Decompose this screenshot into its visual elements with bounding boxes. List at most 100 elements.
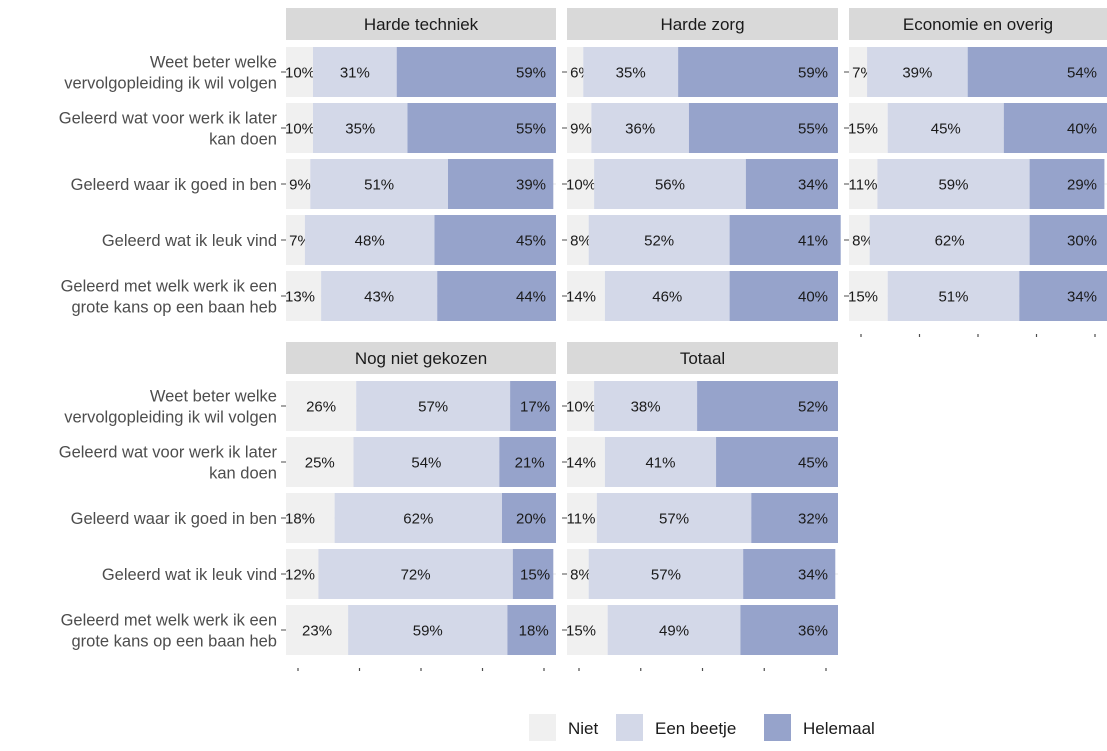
category-label-line: vervolgopleiding ik wil volgen [64, 75, 277, 93]
bar-segment [286, 47, 313, 97]
category-label-line: grote kans op een baan heb [71, 299, 277, 317]
data-label: 30% [1067, 233, 1097, 250]
bar-segment [321, 271, 438, 321]
bar-segment [286, 605, 349, 655]
bar-segment [356, 381, 511, 431]
category-label-line: Geleerd waar ik goed in ben [71, 176, 277, 194]
bar-segment [396, 47, 556, 97]
bar-segment [567, 103, 592, 153]
bar-segment [849, 103, 888, 153]
data-label: 38% [631, 399, 661, 416]
category-label: Weet beter welke vervolgopleiding ik wil … [64, 54, 277, 93]
category-label: Geleerd waar ik goed in ben [71, 510, 277, 528]
bar-segment [348, 605, 508, 655]
bar-segment [887, 103, 1004, 153]
legend-item: Een beetje [616, 714, 736, 741]
bar-segment [313, 47, 397, 97]
bar-segment [286, 437, 354, 487]
bar-segment [567, 549, 589, 599]
bar-segment [567, 493, 597, 543]
bar-segment [313, 103, 408, 153]
bar-segment [745, 159, 838, 209]
data-label: 39% [516, 177, 546, 194]
data-label: 9% [570, 121, 592, 138]
bar-segment [887, 271, 1020, 321]
panel-title: Economie en overig [903, 15, 1053, 34]
data-label: 51% [364, 177, 394, 194]
data-label: 45% [798, 455, 828, 472]
panel-strip [567, 8, 838, 40]
data-label: 17% [520, 399, 550, 416]
bar-segment [877, 159, 1030, 209]
category-label-line: Geleerd wat voor werk ik later [59, 444, 278, 462]
data-label: 26% [306, 399, 336, 416]
bar-segment [604, 271, 730, 321]
data-label: 55% [516, 121, 546, 138]
bar-segment [594, 381, 698, 431]
data-label: 14% [566, 455, 596, 472]
data-label: 18% [519, 623, 549, 640]
data-label: 8% [570, 233, 592, 250]
data-label: 52% [644, 233, 674, 250]
bar-segment [512, 549, 554, 599]
bar-segment [567, 215, 589, 265]
bar-segment [678, 47, 838, 97]
bar-segment [1029, 215, 1107, 265]
bar-segment [849, 159, 878, 209]
panel-title: Totaal [680, 349, 725, 368]
category-label: Geleerd met welk werk ik een grote kans o… [61, 278, 277, 317]
data-label: 9% [289, 177, 311, 194]
panel-4: Totaal 10% 38% 52% 14% 41% 45% 11% 57% 32% 8% 57% 34… [562, 342, 838, 671]
category-label: Geleerd wat voor werk ik later kan doen [59, 110, 278, 149]
bar-segment [596, 493, 752, 543]
data-label: 25% [305, 455, 335, 472]
data-label: 44% [516, 289, 546, 306]
data-label: 10% [566, 177, 596, 194]
data-label: 15% [566, 623, 596, 640]
bar-segment [310, 159, 448, 209]
bar-segment [588, 549, 744, 599]
data-label: 35% [345, 121, 375, 138]
data-label: 29% [1067, 177, 1097, 194]
data-label: 36% [798, 623, 828, 640]
data-label: 34% [798, 567, 828, 584]
legend-swatch [764, 714, 791, 741]
data-label: 51% [938, 289, 968, 306]
data-label: 43% [364, 289, 394, 306]
panel-0: Harde techniek 10% 31% 59% Weet beter welke v… [59, 8, 556, 321]
bar-segment [1029, 159, 1105, 209]
bar-segment [334, 493, 502, 543]
data-label: 18% [285, 511, 315, 528]
bar-segment [353, 437, 500, 487]
bar-segment [286, 215, 305, 265]
data-label: 20% [516, 511, 546, 528]
category-label-line: Geleerd wat voor werk ik later [59, 110, 278, 128]
data-label: 10% [566, 399, 596, 416]
bar-segment [448, 159, 554, 209]
bar-segment [869, 215, 1030, 265]
bar-segment [729, 215, 841, 265]
data-label: 59% [413, 623, 443, 640]
data-label: 41% [798, 233, 828, 250]
bar-segment [286, 549, 319, 599]
chart-panels: Harde techniek 10% 31% 59% Weet beter welke v… [59, 8, 1107, 671]
bar-segment [286, 159, 311, 209]
category-label: Geleerd wat voor werk ik later kan doen [59, 444, 278, 483]
bar-segment [437, 271, 556, 321]
legend-swatch [616, 714, 643, 741]
bar-segment [567, 381, 595, 431]
bar-segment [697, 381, 838, 431]
data-label: 36% [625, 121, 655, 138]
category-label: Geleerd wat ik leuk vind [102, 232, 277, 250]
data-label: 45% [931, 121, 961, 138]
bar-segment [286, 381, 357, 431]
bar-segment [567, 605, 608, 655]
bar-segment [286, 103, 313, 153]
data-label: 57% [651, 567, 681, 584]
data-label: 23% [302, 623, 332, 640]
bar-segment [751, 493, 838, 543]
data-label: 72% [401, 567, 431, 584]
data-label: 59% [798, 65, 828, 82]
